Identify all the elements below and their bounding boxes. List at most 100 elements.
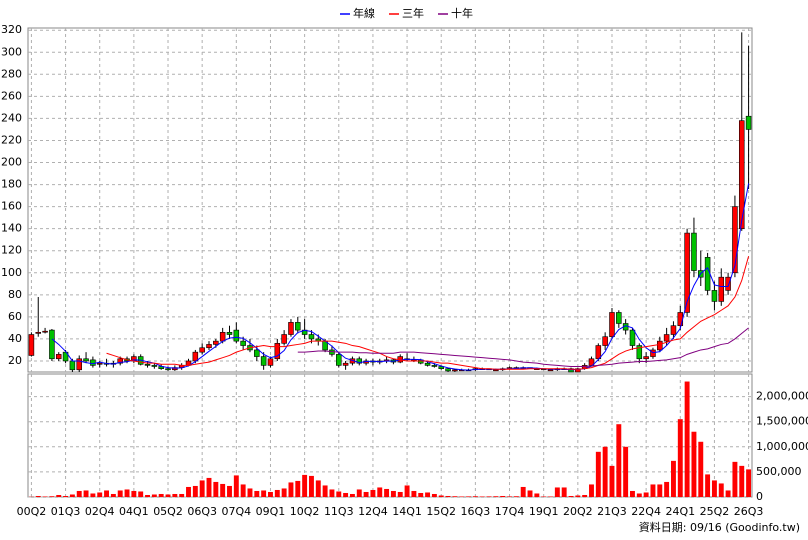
- volume-bar: [643, 492, 649, 497]
- volume-bar: [69, 494, 75, 497]
- volume-bar: [534, 493, 540, 497]
- candle-body: [199, 347, 205, 353]
- volume-bar: [438, 495, 444, 497]
- volume-bar: [459, 496, 465, 497]
- volume-bar: [247, 488, 253, 497]
- volume-bar: [240, 484, 246, 497]
- candle-body: [609, 312, 615, 338]
- y-tick-label: 200: [1, 156, 22, 169]
- volume-bar: [739, 465, 745, 497]
- volume-bar: [746, 469, 752, 497]
- volume-bar: [609, 465, 615, 497]
- candle-body: [165, 368, 171, 371]
- y-tick-label: 60: [8, 310, 22, 323]
- volume-bar: [370, 489, 376, 497]
- volume-bar: [288, 482, 294, 497]
- volume-bar: [76, 490, 82, 497]
- candle-body: [424, 362, 431, 366]
- volume-bar: [63, 495, 69, 497]
- x-tick-label: 10Q2: [290, 505, 320, 518]
- volume-bar: [336, 491, 342, 497]
- x-tick-label: 17Q4: [495, 505, 525, 518]
- candle-body: [254, 349, 260, 357]
- volume-bar: [705, 474, 711, 497]
- volume-bar: [220, 483, 226, 497]
- x-tick-label: 01Q3: [51, 505, 81, 518]
- volume-bar: [636, 493, 642, 497]
- candle-body: [233, 329, 240, 342]
- price-panel: [27, 27, 753, 373]
- x-tick-label: 00Q2: [17, 505, 47, 518]
- volume-bar: [233, 475, 239, 497]
- candle-body: [670, 325, 677, 335]
- y-tick-label: 140: [1, 222, 22, 235]
- volume-bar: [466, 496, 472, 497]
- volume-bar: [131, 490, 137, 497]
- candle-body: [547, 369, 554, 372]
- volume-bar: [192, 485, 198, 497]
- volume-bar: [718, 483, 724, 497]
- candle-body: [602, 336, 608, 346]
- candle-body: [117, 358, 123, 364]
- candle-body: [28, 334, 35, 356]
- y-tick-label: 160: [1, 200, 22, 213]
- volume-bar: [261, 490, 267, 497]
- candle-body: [35, 332, 42, 334]
- volume-bar: [356, 489, 362, 497]
- volume-bar: [179, 493, 185, 497]
- volume-bar: [35, 495, 41, 497]
- volume-bar: [206, 477, 212, 497]
- volume-bar: [452, 496, 458, 497]
- volume-bar: [322, 485, 328, 497]
- x-tick-label: 19Q1: [529, 505, 559, 518]
- candle-body: [452, 369, 458, 372]
- volume-bar: [616, 424, 622, 497]
- volume-bar: [411, 490, 417, 497]
- legend-label: 十年: [451, 6, 473, 20]
- source-note: 資料日期: 09/16 (Goodinfo.tw): [639, 520, 800, 534]
- candle-body: [588, 358, 595, 366]
- x-tick-label: 24Q1: [665, 505, 695, 518]
- volume-bar: [274, 489, 280, 497]
- candle-body: [260, 356, 267, 366]
- volume-bar: [199, 480, 205, 497]
- volume-bar: [186, 486, 191, 497]
- candle-body: [643, 356, 649, 360]
- volume-bar: [397, 491, 403, 497]
- y-tick-label: 80: [8, 288, 22, 301]
- x-tick-label: 09Q1: [256, 505, 286, 518]
- x-tick-label: 05Q2: [153, 505, 183, 518]
- volume-bar: [124, 489, 130, 497]
- x-tick-label: 22Q4: [631, 505, 661, 518]
- candle-body: [76, 358, 82, 371]
- volume-bar: [49, 496, 55, 497]
- candle-body: [240, 340, 246, 346]
- candle-body: [745, 115, 752, 130]
- volume-bar: [500, 495, 506, 497]
- candle-body: [206, 344, 212, 349]
- candle-body: [295, 322, 301, 331]
- candle-body: [616, 312, 622, 324]
- moving-average-line: [106, 256, 750, 370]
- y-tick-label: 320: [1, 23, 22, 36]
- candle-body: [49, 329, 55, 360]
- candle-body: [684, 232, 690, 313]
- volume-bar: [390, 490, 396, 497]
- volume-bar: [158, 493, 164, 497]
- volume-bar: [42, 496, 48, 497]
- volume-bar: [227, 485, 232, 497]
- y-tick-label: 40: [8, 332, 22, 345]
- volume-bar: [315, 480, 321, 497]
- y-tick-label: 240: [1, 111, 22, 124]
- y2-tick-label: 0: [756, 490, 763, 503]
- candle-body: [336, 354, 342, 366]
- x-tick-label: 26Q3: [734, 505, 764, 518]
- candle-body: [226, 332, 233, 335]
- volume-bar: [677, 419, 683, 497]
- volume-bar: [493, 496, 499, 497]
- y-tick-label: 120: [1, 244, 22, 257]
- volume-bar: [445, 495, 451, 497]
- candle-body: [677, 312, 684, 326]
- candle-body: [575, 368, 581, 373]
- volume-bar: [425, 492, 431, 497]
